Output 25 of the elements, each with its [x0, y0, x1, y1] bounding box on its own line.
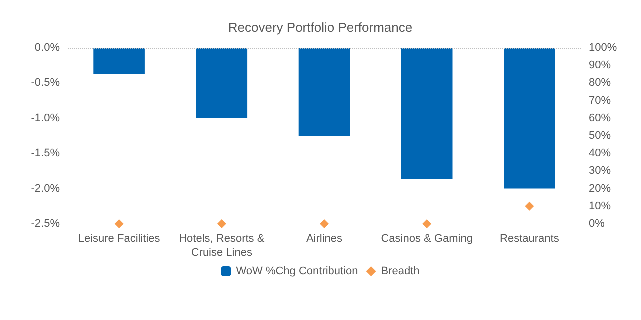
chart-title: Recovery Portfolio Performance	[228, 20, 413, 35]
y2-tick-label: 100%	[589, 42, 618, 54]
x-tick-label: Hotels, Resorts & Cruise Lines	[179, 233, 266, 259]
legend-label: Breadth	[381, 266, 420, 278]
y2-tick-label: 20%	[589, 182, 612, 195]
y2-tick-label: 60%	[589, 112, 612, 124]
y2-tick-label: 0%	[589, 218, 606, 230]
x-tick-label: Leisure Facilities	[78, 233, 161, 245]
x-tick-label: Airlines	[306, 233, 344, 245]
y-tick-label: 0.0%	[34, 42, 60, 54]
y-tick-label: -0.5%	[31, 77, 60, 90]
y2-tick-label: 40%	[589, 148, 612, 160]
y2-tick-label: 30%	[589, 165, 612, 178]
y2-tick-label: 70%	[589, 94, 612, 107]
y2-tick-label: 80%	[589, 77, 612, 90]
legend-label: WoW %Chg Contribution	[236, 266, 358, 278]
y2-tick-label: 10%	[589, 200, 612, 212]
y-tick-label: -2.5%	[31, 218, 60, 230]
x-tick-label: Casinos & Gaming	[381, 233, 473, 245]
y2-tick-label: 90%	[589, 60, 612, 72]
y-tick-label: -1.0%	[31, 112, 60, 124]
y2-tick-label: 50%	[589, 130, 612, 142]
y-tick-label: -2.0%	[31, 182, 60, 195]
y-tick-label: -1.5%	[31, 148, 60, 160]
x-tick-label: Restaurants	[500, 233, 560, 245]
